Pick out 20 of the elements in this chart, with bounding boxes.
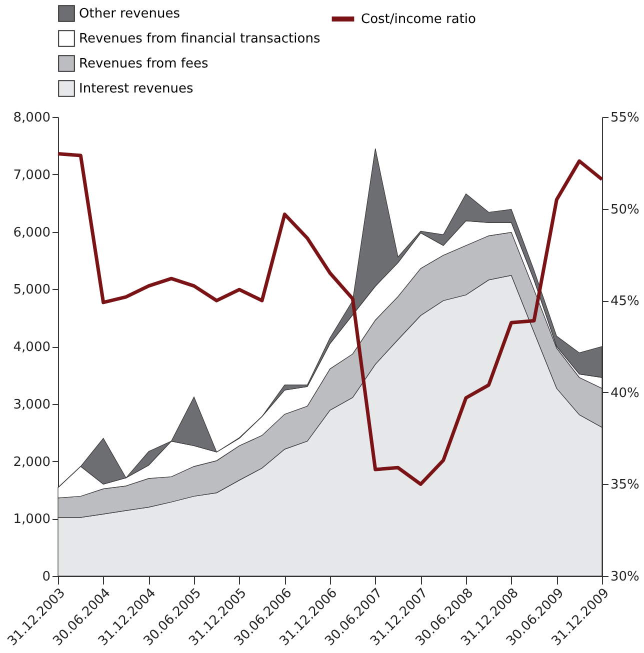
- legend-label: Cost/income ratio: [361, 12, 476, 27]
- y-tick-label: 1,000: [13, 512, 50, 528]
- y2-tick-label: 35%: [610, 478, 640, 493]
- y-tick-label: 6,000: [13, 225, 50, 240]
- legend-label: Revenues from financial transactions: [79, 32, 320, 46]
- y-tick-label: 2,000: [13, 454, 50, 470]
- y2-tick-label: 55%: [610, 110, 640, 126]
- y-tick-label: 4,000: [13, 340, 50, 355]
- y2-tick-label: 50%: [610, 202, 640, 218]
- y2-tick-label: 45%: [610, 294, 640, 310]
- legend-label: Revenues from fees: [79, 56, 208, 72]
- y-tick-label: 8,000: [13, 110, 50, 126]
- y2-tick-label: 30%: [610, 570, 640, 584]
- y-tick-label: 0: [42, 570, 50, 584]
- legend-label: Interest revenues: [79, 82, 194, 96]
- y-tick-label: 3,000: [13, 397, 50, 412]
- y-tick-label: 7,000: [13, 168, 50, 183]
- y-tick-label: 5,000: [13, 282, 50, 298]
- y2-tick-label: 40%: [610, 386, 640, 401]
- legend-label: Other revenues: [79, 6, 180, 22]
